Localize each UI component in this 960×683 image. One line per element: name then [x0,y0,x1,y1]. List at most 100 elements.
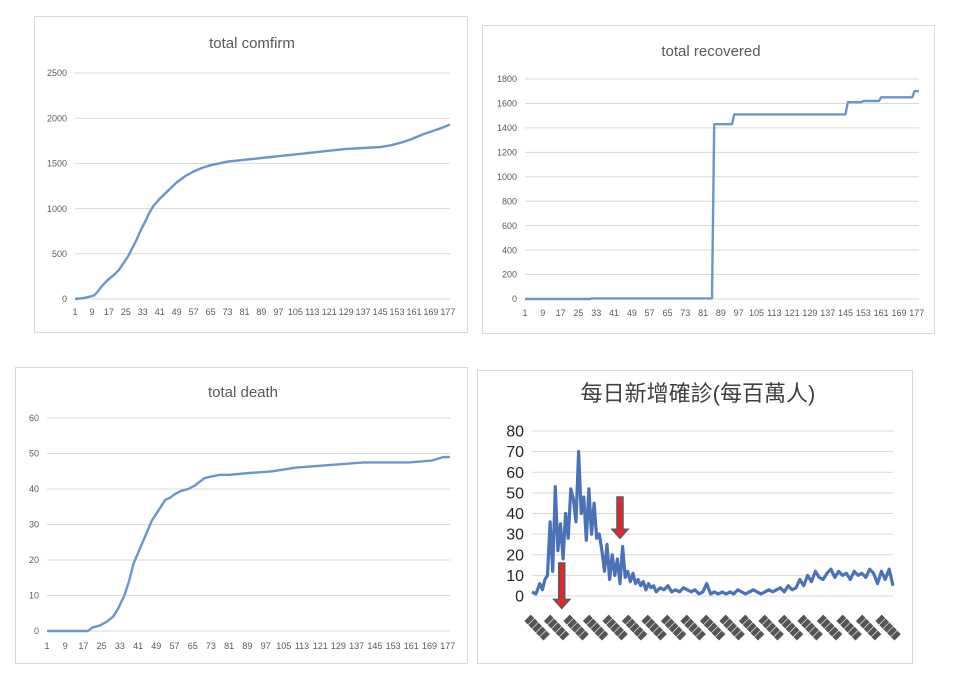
y-tick-label: 70 [506,444,524,461]
x-tick-label-mark [715,630,726,641]
x-tick-label: 1 [522,308,527,318]
y-tick-label: 800 [502,196,517,206]
x-tick-label-mark [543,614,554,625]
x-tick-label: 33 [138,307,148,317]
x-tick-label: 73 [206,641,216,651]
y-tick-label: 40 [29,484,39,494]
x-tick-label-mark [606,618,617,629]
x-tick-label: 41 [133,641,143,651]
x-tick-label: 89 [242,641,252,651]
x-tick-label: 65 [662,308,672,318]
x-tick-label-mark [742,618,753,629]
y-tick-label: 0 [515,589,524,606]
y-tick-label: 60 [29,413,39,423]
x-tick-label: 169 [422,641,437,651]
x-tick-label-mark [653,626,663,637]
x-tick-label: 1 [44,641,49,651]
chart-title: total death [208,384,278,401]
x-tick-label-mark [610,622,621,633]
x-tick-label: 113 [305,307,319,317]
x-tick-label-mark [871,630,882,641]
x-tick-label: 145 [367,641,382,651]
x-tick-label-mark [805,622,816,633]
x-tick-label-mark [836,614,847,625]
x-tick-label: 129 [331,641,346,651]
x-tick-label-mark [598,630,609,641]
y-tick-label: 1800 [497,74,517,84]
y-tick-label: 500 [52,249,67,259]
x-tick-label: 137 [349,641,364,651]
x-tick-label-mark [528,618,539,629]
x-tick-label-mark [727,622,738,633]
x-tick-label-mark [707,622,718,633]
x-tick-label-mark [575,626,585,637]
x-tick-label: 169 [423,307,438,317]
x-tick-label: 137 [820,308,835,318]
x-tick-label: 129 [339,307,354,317]
y-tick-label: 1600 [497,99,517,109]
x-tick-label-mark [578,630,589,641]
x-tick-label-mark [645,618,656,629]
x-tick-label: 145 [838,308,853,318]
x-tick-label-mark [625,618,636,629]
x-tick-label-mark [571,622,582,633]
x-tick-label-mark [797,614,808,625]
x-tick-label-mark [789,626,800,637]
y-tick-label: 50 [29,449,39,459]
x-tick-label-mark [672,626,683,637]
x-tick-label: 49 [172,307,182,317]
x-tick-label: 65 [188,641,198,651]
x-tick-label: 121 [785,308,800,318]
x-tick-label-mark [828,626,839,637]
x-tick-label-mark [875,614,886,625]
x-tick-label-mark [809,626,819,637]
x-tick-label-mark [746,622,757,633]
x-tick-label-mark [855,614,866,625]
chart-title: total recovered [661,43,760,60]
x-tick-label: 161 [404,641,419,651]
x-tick-label: 153 [856,308,871,318]
x-tick-label-mark [879,618,890,629]
x-tick-label: 105 [288,307,303,317]
series-line [47,455,450,633]
x-tick-label-mark [563,614,574,625]
x-tick-label: 113 [767,308,781,318]
x-tick-label: 169 [891,308,906,318]
y-tick-label: 10 [29,591,39,601]
x-tick-label-mark [801,618,812,629]
x-tick-label-mark [656,630,667,641]
y-tick-label: 200 [502,270,517,280]
x-tick-label: 17 [78,641,88,651]
x-tick-label: 89 [256,307,266,317]
x-tick-label-mark [617,630,628,641]
x-tick-label-mark [773,630,784,641]
x-tick-label-mark [766,622,777,633]
x-tick-label-mark [594,626,605,637]
x-tick-label-mark [793,630,804,641]
x-tick-label-mark [832,630,843,641]
x-tick-label: 49 [151,641,161,651]
y-tick-label: 80 [506,424,524,441]
x-tick-label-mark [812,630,823,641]
x-tick-label: 25 [97,641,107,651]
x-tick-label-mark [649,622,660,633]
x-tick-label: 161 [874,308,889,318]
x-tick-label-mark [719,614,730,625]
x-tick-label: 81 [239,307,249,317]
series-line [74,123,451,301]
x-tick-label: 33 [115,641,125,651]
x-tick-label: 1 [72,307,77,317]
x-tick-label-mark [684,618,695,629]
x-tick-label: 41 [155,307,165,317]
x-tick-label-mark [754,630,765,641]
x-tick-label: 113 [295,641,309,651]
x-tick-label-mark [532,622,543,633]
series-line [531,449,895,596]
x-tick-label-mark [785,622,796,633]
chart-daily-new-cases-svg: 每日新增確診(每百萬人) 0 10 20 30 40 50 60 70 80 [506,381,901,641]
x-tick-label-mark [887,626,897,637]
x-tick-label: 105 [749,308,764,318]
x-tick-label-mark [641,614,652,625]
x-tick-label-mark [539,630,550,641]
x-tick-label-mark [660,614,671,625]
